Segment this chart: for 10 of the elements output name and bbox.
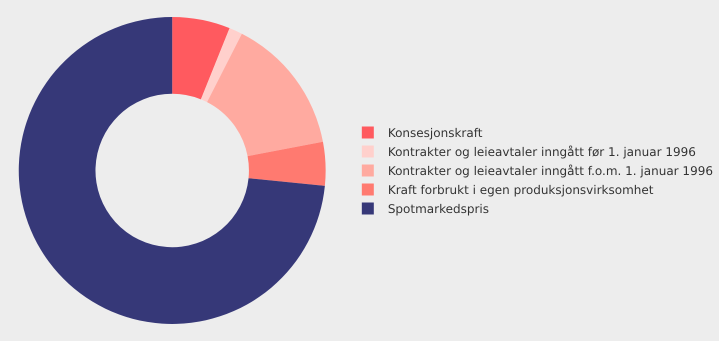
legend-label: Kontrakter og leieavtaler inngått f.o.m. 1. januar 1996 [388, 164, 713, 178]
legend-label: Spotmarkedspris [388, 202, 489, 216]
donut-slice [200, 28, 242, 102]
donut-slice [248, 142, 326, 186]
legend-label: Konsesjonskraft [388, 126, 483, 140]
donut-slice [172, 17, 230, 100]
legend-label: Kontrakter og leieavtaler inngått før 1. januar 1996 [388, 145, 696, 160]
donut-slice [18, 17, 325, 324]
donut-slice [207, 34, 323, 156]
legend-label: Kraft forbrukt i egen produksjonsvirksomhet [388, 183, 654, 198]
